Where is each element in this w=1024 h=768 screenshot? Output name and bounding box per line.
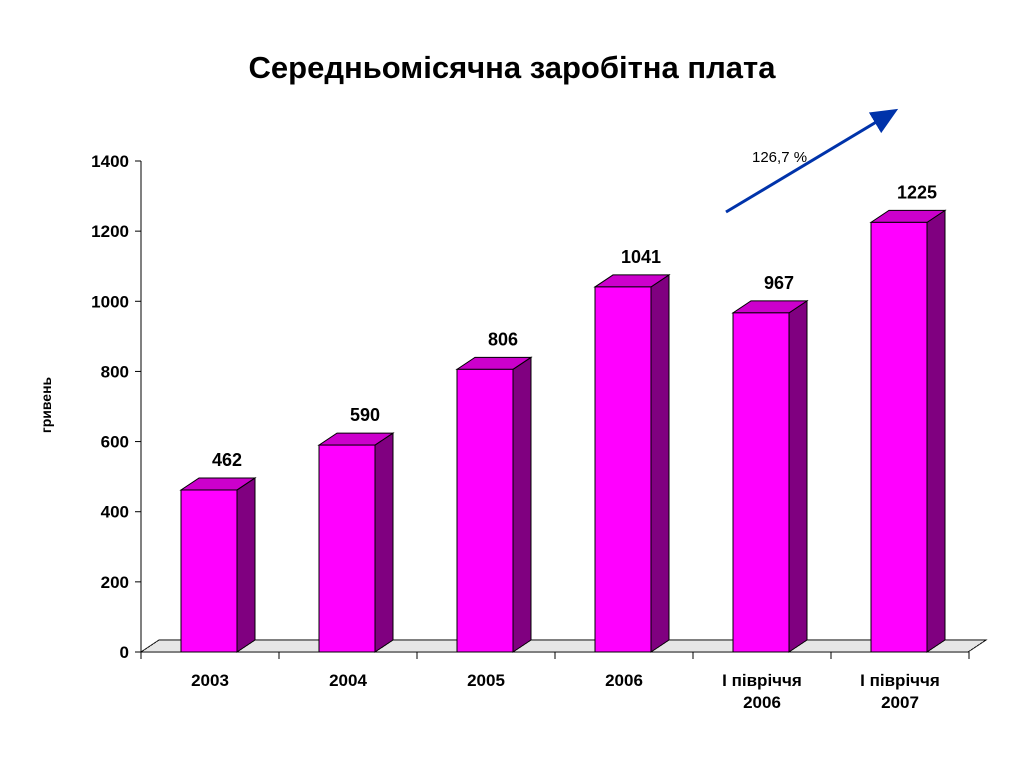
bar-front [732,312,790,653]
bar [593,273,671,653]
data-label: 590 [350,405,380,425]
bar-side [788,299,808,653]
chart-floor [139,639,988,653]
bar-front [870,221,928,653]
x-tick-label: 2006 [605,671,643,690]
bar [731,299,809,653]
data-label: 462 [212,450,242,470]
growth-annotation: 126,7 % [752,149,807,166]
x-axis: 2003 2004 2005 2006 I півріччя 2006 I півріччя… [140,651,970,712]
data-label: 1225 [897,182,937,202]
bar-side [650,273,670,653]
y-axis-label: гривень [38,376,54,433]
y-tick-label: 400 [101,503,129,522]
y-axis: 0 200 400 600 800 1000 1200 1400 [91,152,141,662]
bar-front [318,444,376,653]
x-tick-label: 2004 [329,671,367,690]
bar [869,209,947,653]
growth-arrow [725,108,899,214]
data-label: 967 [764,273,794,293]
bar-side [236,477,256,653]
bars: 462 590 806 1041 967 1225 [179,182,947,653]
y-tick-label: 1200 [91,222,129,241]
bar-side [512,356,532,653]
bar-front [180,489,238,653]
y-tick-label: 800 [101,362,129,381]
y-tick-label: 0 [120,643,129,662]
y-tick-label: 600 [101,433,129,452]
bar [317,432,395,653]
bar [455,356,533,653]
x-tick-label: I півріччя 2006 [722,671,802,712]
chart-title: Середньомісячна заробітна плата [248,50,776,85]
bar-front [456,368,514,653]
bar-side [926,209,946,653]
y-tick-label: 1000 [91,292,129,311]
y-tick-label: 200 [101,573,129,592]
bar-front [594,286,652,653]
bar [179,477,257,653]
x-tick-label: 2005 [467,671,505,690]
y-tick-label: 1400 [91,152,129,171]
bar-side [374,432,394,653]
data-label: 1041 [621,247,661,267]
x-tick-label: 2003 [191,671,229,690]
x-tick-label: I півріччя 2007 [860,671,940,712]
data-label: 806 [488,329,518,349]
